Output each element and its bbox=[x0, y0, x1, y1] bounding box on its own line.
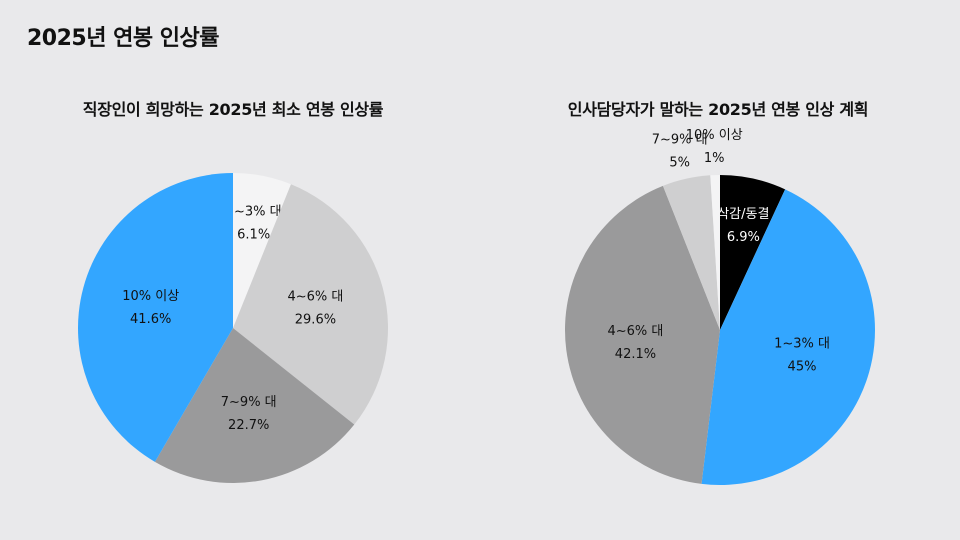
page-title: 2025년 연봉 인상률 bbox=[27, 26, 220, 51]
right-pie-slice-label-2: 4~6% 대 bbox=[608, 324, 664, 339]
right-pie-slice-label-4: 10% 이상 bbox=[686, 128, 743, 143]
right-pie-slice-value-0: 6.9% bbox=[727, 230, 760, 245]
right-pie-slice-2 bbox=[565, 185, 720, 484]
left-pie-slice-0 bbox=[233, 173, 291, 328]
left-pie-slice-label-2: 7~9% 대 bbox=[221, 395, 277, 410]
right-pie-slice-value-4: 1% bbox=[704, 151, 725, 166]
right-pie-slice-value-2: 42.1% bbox=[615, 347, 656, 362]
right-pie-slice-3 bbox=[662, 175, 720, 330]
left-pie-slice-3 bbox=[77, 173, 233, 462]
right-pie-slice-value-3: 5% bbox=[669, 155, 690, 170]
left-pie-slice-value-0: 6.1% bbox=[237, 227, 270, 242]
left-pie-slice-value-1: 29.6% bbox=[295, 312, 336, 327]
left-pie-slice-label-1: 4~6% 대 bbox=[287, 289, 343, 304]
right-pie-slice-4 bbox=[710, 175, 720, 330]
right-pie-slice-label-1: 1~3% 대 bbox=[774, 336, 830, 351]
left-pie-slice-2 bbox=[154, 328, 355, 483]
left-pie-slice-1 bbox=[233, 184, 389, 425]
left-pie-slice-value-2: 22.7% bbox=[228, 418, 269, 433]
pie-chart-left: 1~3% 대 6.1% 4~6% 대 29.6% 7~9% 대 22.7% 10% 이상 41… bbox=[77, 173, 389, 483]
right-pie-slice-0 bbox=[720, 175, 786, 330]
left-pie-slice-label-0: 1~3% 대 bbox=[226, 204, 282, 219]
chart-title-right: 인사담당자가 말하는 2025년 연봉 인상 계획 bbox=[567, 100, 869, 119]
right-pie-slice-1 bbox=[701, 189, 875, 486]
left-pie-slice-label-3: 10% 이상 bbox=[122, 289, 179, 304]
chart-title-left: 직장인이 희망하는 2025년 최소 연봉 인상률 bbox=[82, 100, 384, 119]
left-pie-slice-value-3: 41.6% bbox=[130, 312, 171, 327]
right-pie-slice-value-1: 45% bbox=[788, 359, 817, 374]
right-pie-slice-label-0: 삭감/동결 bbox=[717, 207, 769, 222]
right-pie-slice-label-3: 7~9% 대 bbox=[652, 132, 708, 147]
